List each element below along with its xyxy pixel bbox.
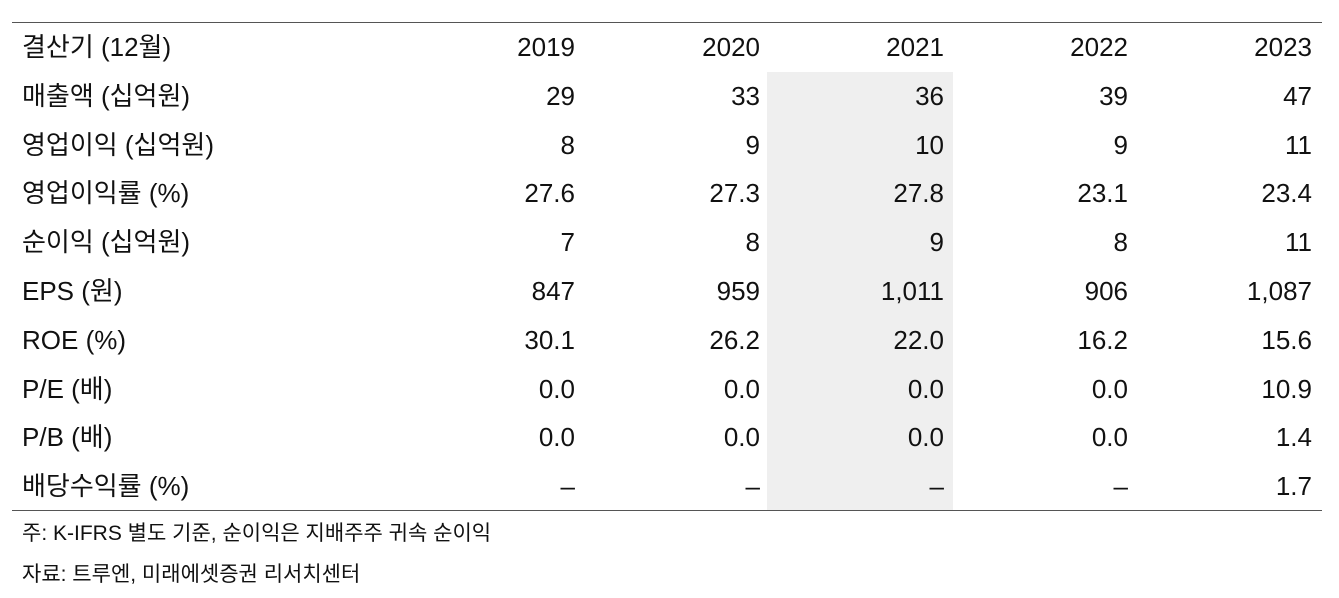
value-cell: 27.6: [524, 178, 575, 209]
value-cell: 33: [731, 80, 760, 111]
value-cell: 27.8: [893, 178, 944, 209]
value-cell: 8: [560, 129, 575, 160]
value-cell: 1.7: [1275, 471, 1312, 502]
value-cell: –: [560, 471, 575, 502]
value-cell: 0.0: [907, 422, 944, 453]
value-cell: 959: [716, 276, 760, 306]
row-label: ROE (%): [22, 324, 126, 355]
value-cell: 10.9: [1261, 373, 1312, 404]
value-cell: 30.1: [524, 324, 575, 355]
header-cell: 2020: [702, 32, 760, 62]
value-cell: 847: [531, 276, 575, 306]
value-cell: 1,011: [880, 276, 944, 306]
value-cell: 0.0: [1091, 373, 1128, 404]
row-label: P/B (배): [22, 422, 113, 453]
value-cell: 26.2: [709, 324, 760, 355]
header-label: 결산기 (12월): [22, 32, 172, 62]
value-cell: 22.0: [893, 324, 944, 355]
value-cell: 10: [915, 129, 944, 160]
header-cell: 2021: [886, 32, 944, 62]
value-cell: 0.0: [1091, 422, 1128, 453]
header-cell: 2023: [1254, 32, 1312, 62]
row-label: 영업이익률 (%): [22, 178, 190, 209]
value-cell: 36: [915, 80, 944, 111]
value-cell: 9: [929, 227, 944, 258]
value-cell: –: [1113, 471, 1128, 502]
row-label: 배당수익률 (%): [22, 471, 190, 502]
value-cell: 7: [560, 227, 575, 258]
value-cell: 0.0: [538, 422, 575, 453]
value-cell: 39: [1099, 80, 1128, 111]
value-cell: 0.0: [723, 422, 760, 453]
header-cell: 2019: [517, 32, 575, 62]
note: 주: K-IFRS 별도 기준, 순이익은 지배주주 귀속 순이익: [22, 522, 492, 545]
value-cell: 0.0: [907, 373, 944, 404]
value-cell: 8: [745, 227, 760, 258]
value-cell: 0.0: [723, 373, 760, 404]
row-label: 매출액 (십억원): [22, 80, 191, 111]
header-cell: 2022: [1070, 32, 1128, 62]
value-cell: –: [745, 471, 760, 502]
row-label: 순이익 (십억원): [22, 227, 191, 258]
value-cell: 906: [1084, 276, 1128, 306]
value-cell: 1.4: [1275, 422, 1312, 453]
value-cell: 15.6: [1261, 324, 1312, 355]
row-label: P/E (배): [22, 373, 113, 404]
value-cell: 8: [1113, 227, 1128, 258]
value-cell: 11: [1285, 129, 1312, 160]
value-cell: 9: [1113, 129, 1128, 160]
value-cell: 0.0: [538, 373, 575, 404]
value-cell: 23.1: [1077, 178, 1128, 209]
row-label: 영업이익 (십억원): [22, 129, 214, 160]
bottom-rule: [12, 510, 1322, 511]
highlight-column: [767, 72, 953, 510]
value-cell: 23.4: [1261, 178, 1312, 209]
row-label: EPS (원): [22, 276, 123, 306]
value-cell: 11: [1285, 227, 1312, 258]
value-cell: 27.3: [709, 178, 760, 209]
value-cell: 16.2: [1077, 324, 1128, 355]
top-rule: [12, 22, 1322, 23]
value-cell: 47: [1283, 80, 1312, 111]
value-cell: –: [929, 471, 944, 502]
value-cell: 1,087: [1246, 276, 1312, 306]
note: 자료: 트루엔, 미래에셋증권 리서치센터: [22, 563, 361, 586]
value-cell: 29: [546, 80, 575, 111]
value-cell: 9: [745, 129, 760, 160]
